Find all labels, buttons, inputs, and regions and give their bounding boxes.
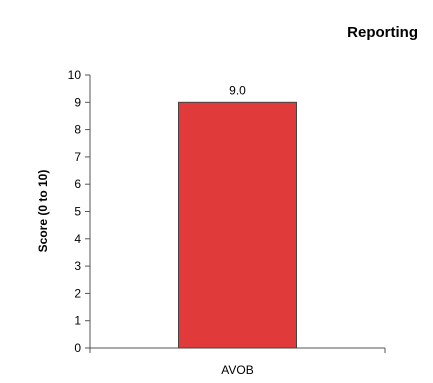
y-tick-label: 10 — [68, 68, 82, 82]
y-axis-label: Score (0 to 10) — [36, 170, 50, 253]
bars-group — [178, 101, 297, 349]
y-tick-label: 4 — [74, 232, 81, 246]
chart-title: Reporting — [347, 24, 418, 41]
axes — [85, 74, 386, 353]
y-tick-label: 9 — [74, 95, 81, 109]
y-tick-label: 2 — [74, 286, 81, 300]
labels-group: 0 1 2 3 4 5 6 7 8 9 10 9.0 AVOB — [68, 68, 254, 377]
bar-data-label: 9.0 — [229, 83, 246, 97]
y-tick-label: 7 — [74, 150, 81, 164]
y-tick-label: 1 — [74, 314, 81, 328]
bar-avob — [178, 101, 297, 349]
y-tick-label: 6 — [74, 177, 81, 191]
y-tick-label: 0 — [74, 341, 81, 355]
y-tick-label: 3 — [74, 259, 81, 273]
y-tick-label: 5 — [74, 205, 81, 219]
y-tick-label: 8 — [74, 123, 81, 137]
x-category-label: AVOB — [221, 363, 253, 377]
